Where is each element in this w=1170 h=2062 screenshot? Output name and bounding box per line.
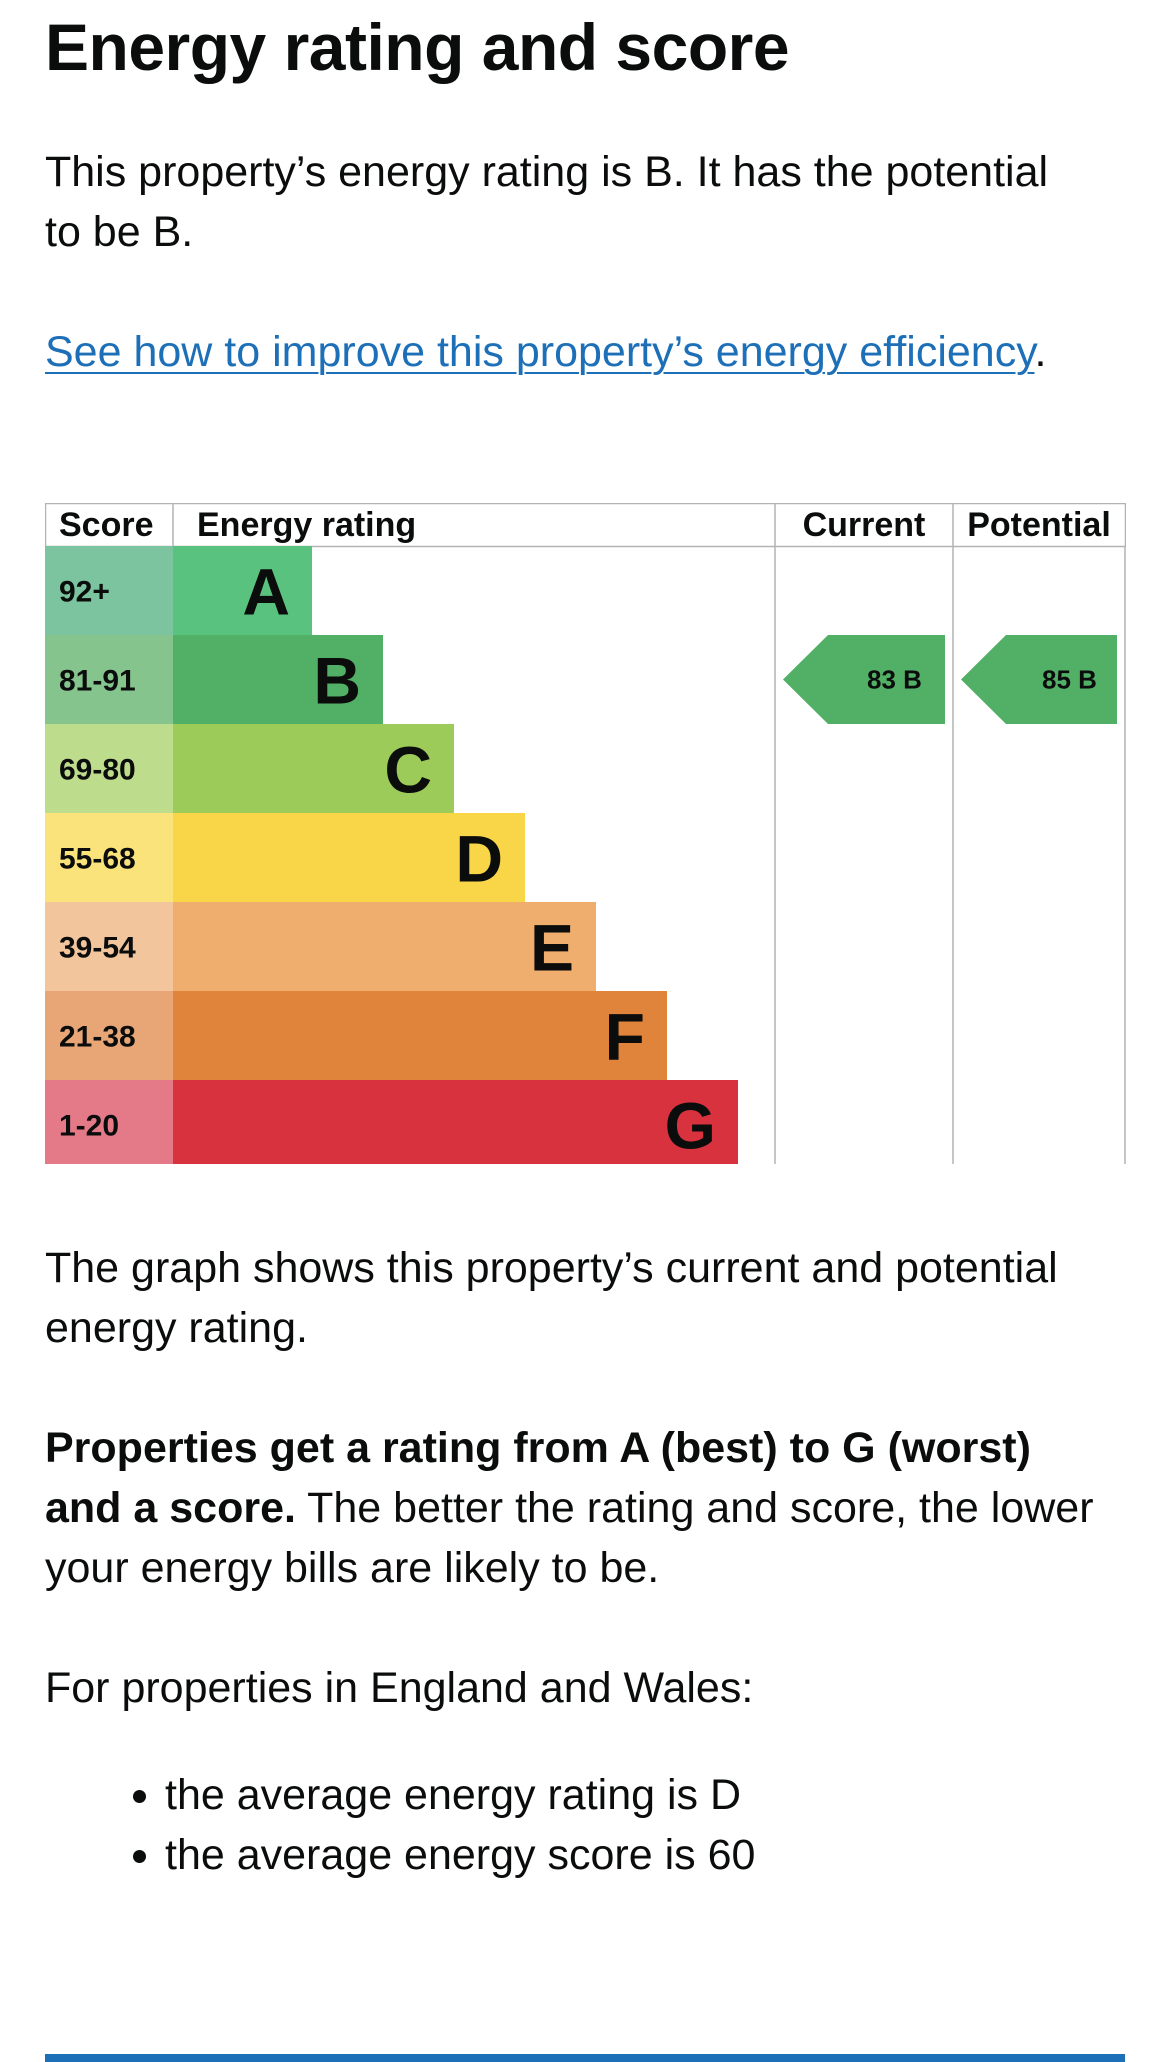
rating-letter-c: C	[384, 733, 432, 807]
england-wales-intro: For properties in England and Wales:	[45, 1664, 754, 1712]
current-rating-arrow-label: 83 B	[867, 665, 922, 695]
score-cell-g	[45, 1080, 173, 1164]
page-title: Energy rating and score	[45, 10, 790, 84]
score-range-c: 69-80	[59, 754, 136, 787]
rating-letter-a: A	[242, 555, 290, 629]
rating-bar-f	[173, 991, 667, 1080]
rating-bar-b	[173, 635, 383, 724]
potential-rating-arrow	[961, 635, 1117, 724]
rating-letter-e: E	[530, 911, 574, 985]
rating-letter-g: G	[665, 1089, 716, 1163]
header-energy-rating: Energy rating	[197, 506, 416, 544]
average-score-item: the average energy score is 60	[165, 1825, 755, 1885]
header-current: Current	[803, 506, 926, 544]
energy-rating-chart: Score Energy rating Current Potential 92+ A 81…	[45, 503, 1126, 1164]
improve-efficiency-link[interactable]: See how to improve this property’s energ…	[45, 328, 1035, 376]
score-cell-b	[45, 635, 173, 724]
chart-header-row	[45, 503, 1126, 548]
rating-scale-info: Properties get a rating from A (best) to…	[45, 1418, 1095, 1598]
footer-divider	[45, 2054, 1125, 2062]
score-range-e: 39-54	[59, 932, 136, 965]
rating-bar-d	[173, 813, 525, 902]
energy-rating-graph: Score Energy rating Current Potential 92+ A 81…	[45, 503, 1126, 1164]
score-range-d: 55-68	[59, 843, 136, 876]
potential-rating-arrow-label: 85 B	[1042, 665, 1097, 695]
score-range-a: 92+	[59, 576, 110, 609]
rating-summary: This property’s energy rating is B. It h…	[45, 148, 1049, 256]
rating-scale-bold: Properties get a rating from A (best) to…	[45, 1424, 1031, 1532]
average-rating-item: the average energy rating is D	[165, 1765, 755, 1825]
rating-scale-rest: The better the rating and score, the low…	[45, 1484, 1094, 1592]
rating-letter-b: B	[313, 644, 361, 718]
improve-link-suffix: .	[1034, 328, 1047, 376]
graph-caption: The graph shows this property’s current …	[45, 1244, 1058, 1352]
rating-bar-e	[173, 902, 596, 991]
rating-bar-g	[173, 1080, 738, 1164]
score-cell-f	[45, 991, 173, 1080]
improve-paragraph: See how to improve this property’s energ…	[45, 322, 1095, 382]
current-rating-arrow	[783, 635, 945, 724]
score-cell-a	[45, 546, 173, 635]
rating-letter-f: F	[605, 1000, 645, 1074]
score-range-b: 81-91	[59, 665, 136, 698]
header-score: Score	[59, 506, 154, 544]
rating-bar-a	[173, 546, 312, 635]
score-cell-e	[45, 902, 173, 991]
score-cell-c	[45, 724, 173, 813]
rating-letter-d: D	[455, 822, 503, 896]
averages-list: the average energy rating is D the avera…	[45, 1765, 755, 1885]
score-cell-d	[45, 813, 173, 902]
score-range-f: 21-38	[59, 1021, 136, 1054]
rating-bar-c	[173, 724, 454, 813]
header-potential: Potential	[967, 506, 1111, 544]
score-range-g: 1-20	[59, 1110, 119, 1143]
